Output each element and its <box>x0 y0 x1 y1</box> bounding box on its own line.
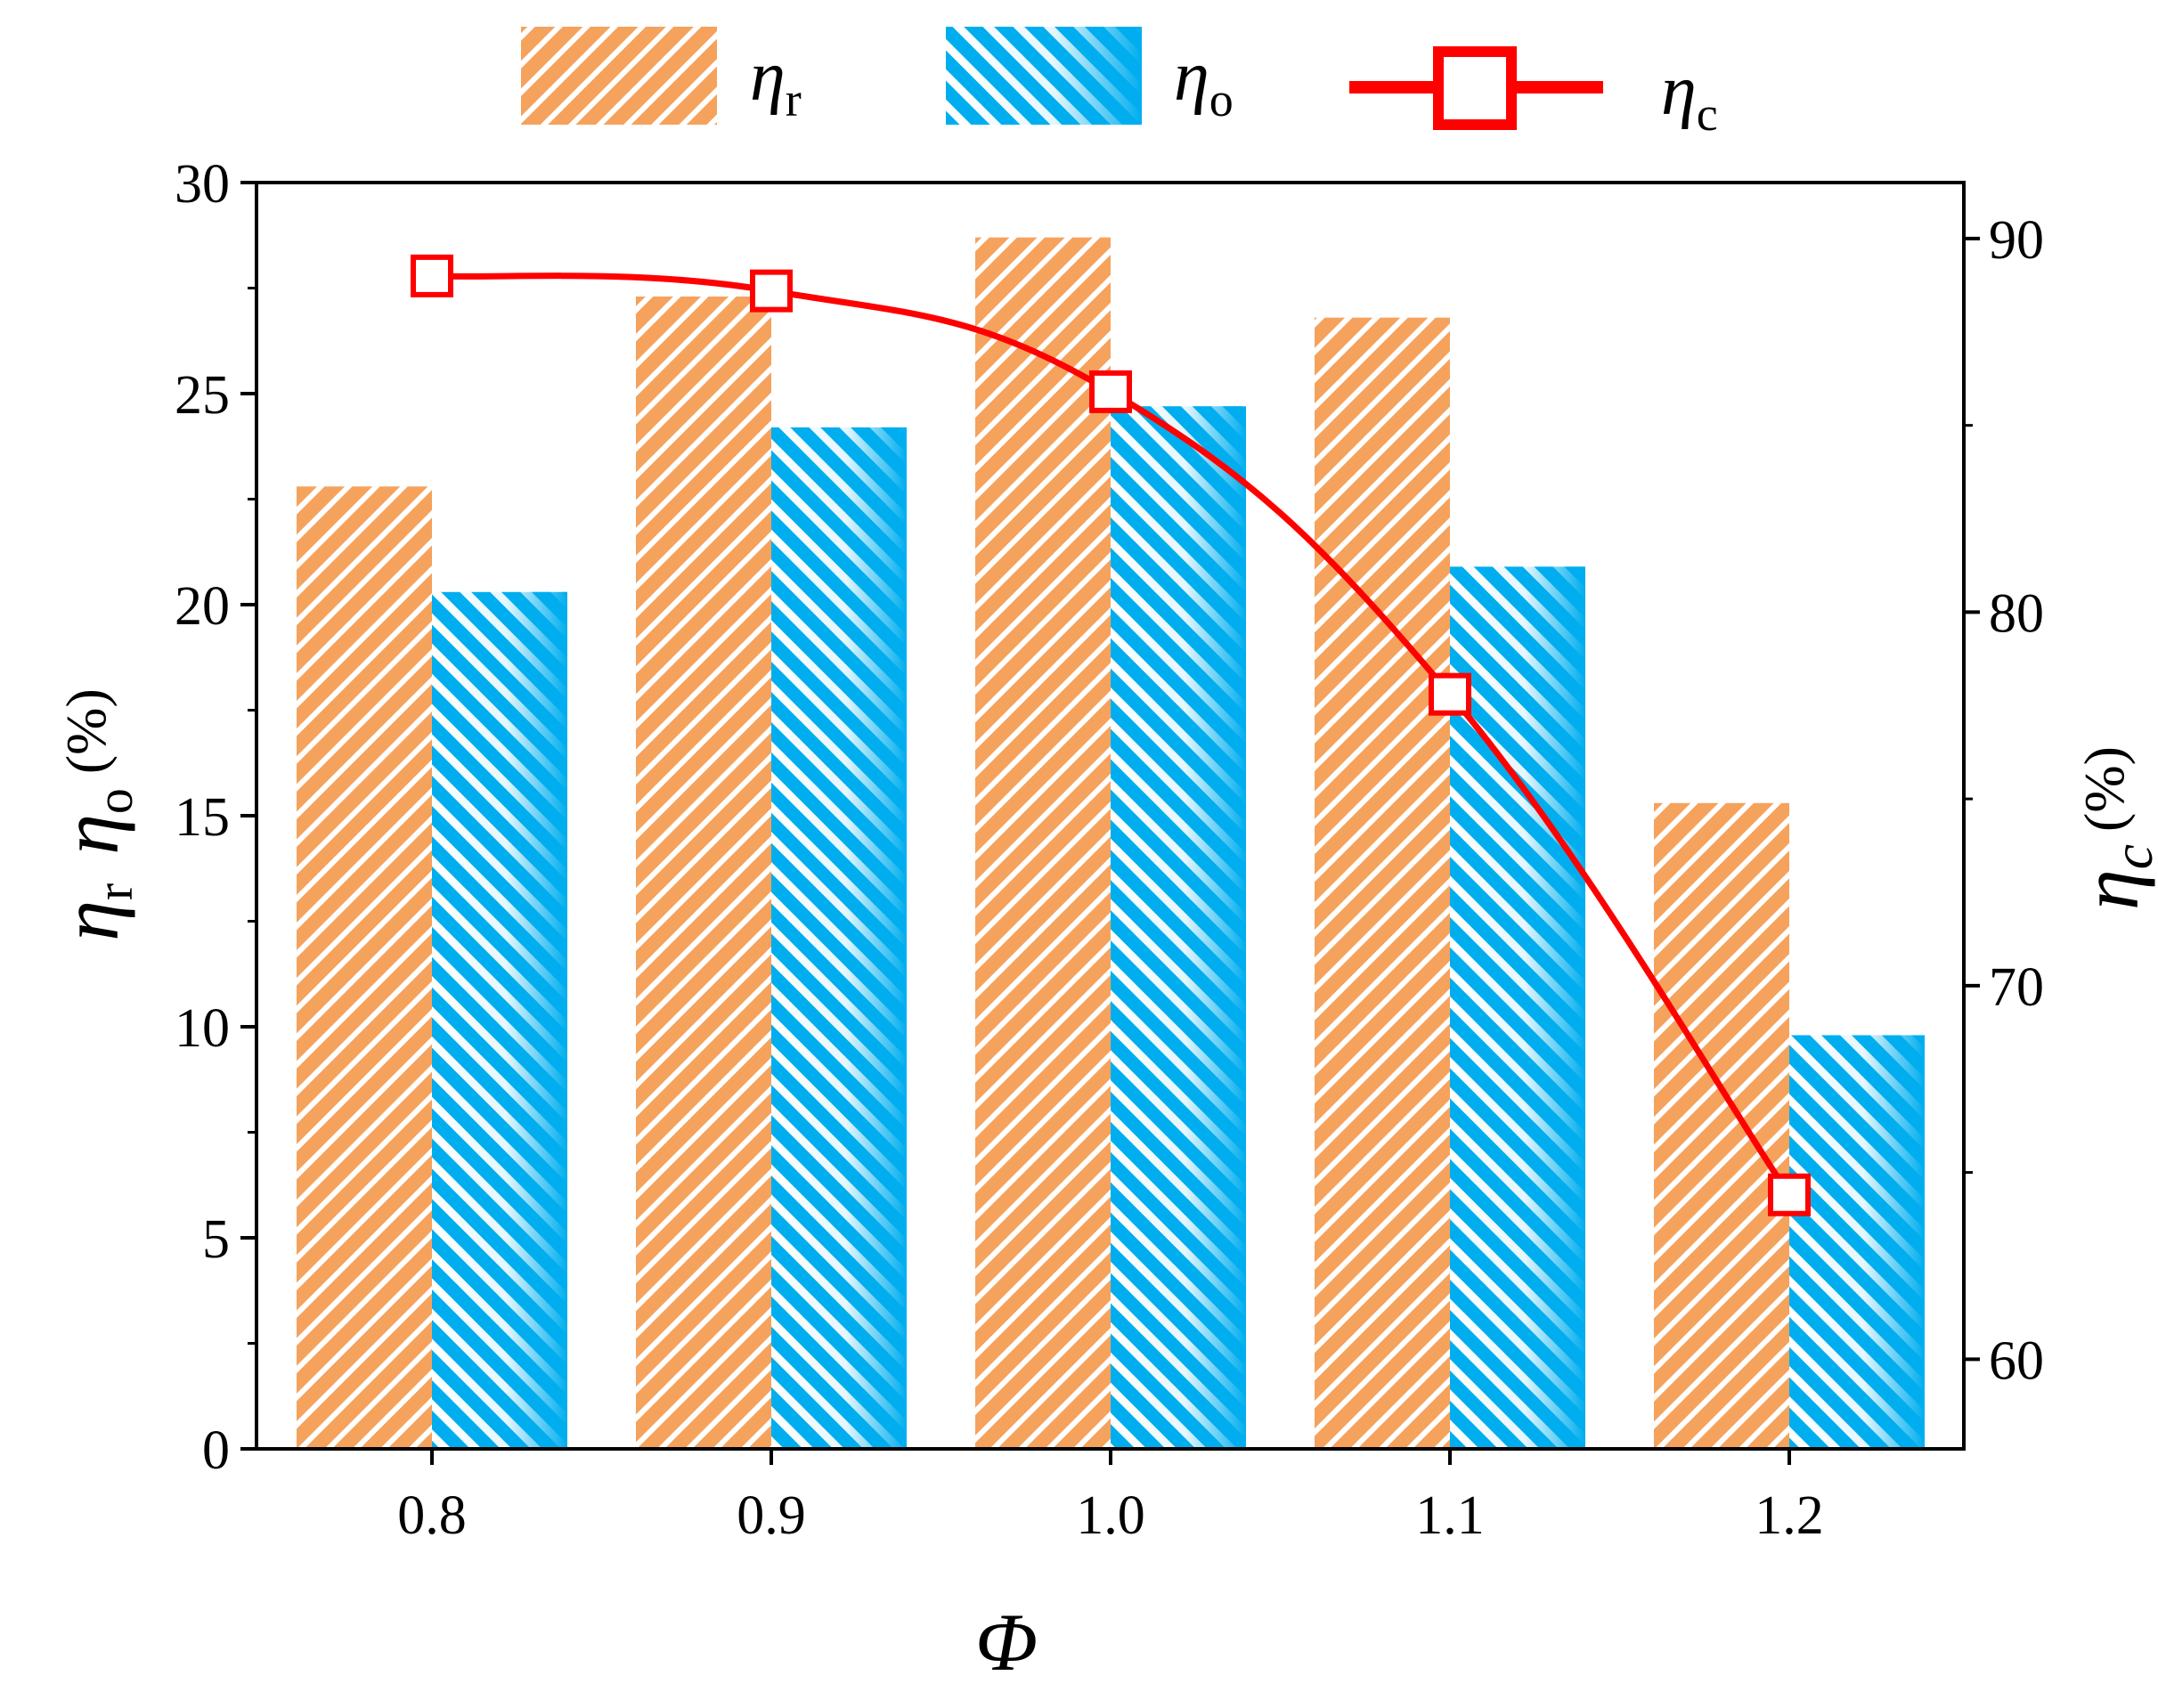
bar-fade <box>432 591 567 1449</box>
x-tick-label: 0.9 <box>737 1485 806 1546</box>
marker-eta-c-0.8 <box>411 254 453 297</box>
y-left-axis-title-text: ηrηo(%) <box>45 688 143 941</box>
line-eta-c <box>431 272 1792 1197</box>
y-left-axis-title: ηrηo(%) <box>45 688 143 941</box>
bar-eta-r-1.1 <box>1315 317 1450 1450</box>
x-tick-label: 1.2 <box>1755 1485 1824 1546</box>
axes-layer: 0 5 10 15 20 25 30 60 70 80 90 0.8 0.9 1.0 1.1 1.2 <box>175 154 2044 1546</box>
bar-fade <box>771 427 907 1449</box>
bar-fade <box>1111 406 1246 1450</box>
y-left-sub-r: r <box>86 883 143 900</box>
marker-eta-c-1.0 <box>1089 370 1132 413</box>
bar-eta-r-1.0 <box>975 237 1111 1449</box>
bar-eta-o-1.2 <box>1789 1035 1925 1449</box>
legend-symbol-eta-c: η <box>1661 52 1697 130</box>
y-right-tick-label: 80 <box>1989 583 2044 644</box>
bars-layer <box>297 237 1925 1450</box>
bar-fill <box>636 296 771 1450</box>
y-right-unit: (%) <box>2072 746 2136 832</box>
y-left-tick-label: 0 <box>202 1420 230 1481</box>
bar-eta-r-0.8 <box>297 486 432 1449</box>
y-right-tick-label: 60 <box>1989 1330 2044 1391</box>
y-left-unit: (%) <box>54 688 118 774</box>
y-left-tick-label: 30 <box>175 154 230 215</box>
y-right-symbol: η <box>2064 869 2155 910</box>
line-layer <box>411 254 1811 1216</box>
legend-subscript-eta-c: c <box>1697 87 1718 141</box>
bar-eta-o-1.0 <box>1111 406 1246 1450</box>
y-left-tick-label: 15 <box>175 787 230 848</box>
legend-item-eta-o: ηo <box>946 27 1234 126</box>
x-tick-label: 1.0 <box>1076 1485 1145 1546</box>
y-left-symbol-r: η <box>45 900 135 941</box>
bar-fade <box>1789 1035 1925 1449</box>
legend: ηr ηo ηc <box>521 27 1718 141</box>
bar-fill <box>975 237 1111 1449</box>
bar-fill <box>297 486 432 1449</box>
legend-swatch-eta-r <box>521 27 717 125</box>
legend-label-eta-r: ηr <box>750 37 802 126</box>
bar-eta-r-0.9 <box>636 296 771 1450</box>
marker-eta-c-1.1 <box>1429 672 1471 716</box>
y-right-tick-label: 70 <box>1989 957 2044 1018</box>
y-right-axis-title-text: ηc (%) <box>2064 746 2158 910</box>
bar-eta-o-0.8 <box>432 591 567 1449</box>
y-left-symbol-o: η <box>45 814 135 855</box>
bar-eta-o-1.1 <box>1450 566 1585 1449</box>
bar-eta-o-0.9 <box>771 427 907 1449</box>
x-tick-label: 1.1 <box>1415 1485 1485 1546</box>
y-right-tick-label: 90 <box>1989 210 2044 271</box>
bar-eta-r-1.2 <box>1654 802 1789 1449</box>
marker-eta-c-1.2 <box>1768 1173 1811 1216</box>
legend-symbol-eta-o: η <box>1174 37 1209 116</box>
x-axis-title: Φ <box>975 1597 1038 1688</box>
legend-symbol-eta-r: η <box>750 37 786 116</box>
legend-label-eta-o: ηo <box>1174 37 1234 126</box>
legend-item-eta-c: ηc <box>1349 46 1718 141</box>
legend-subscript-eta-o: o <box>1209 73 1234 126</box>
legend-subscript-eta-r: r <box>786 73 802 126</box>
legend-label-eta-c: ηc <box>1661 52 1718 141</box>
y-left-tick-label: 20 <box>175 576 230 637</box>
marker-eta-c-0.9 <box>750 269 793 313</box>
y-left-tick-label: 10 <box>175 998 230 1059</box>
bar-fill <box>1654 802 1789 1449</box>
bar-fill <box>1315 317 1450 1450</box>
y-right-sub: c <box>2101 844 2158 869</box>
y-left-sub-o: o <box>86 788 143 814</box>
bar-fade <box>1450 566 1585 1449</box>
legend-swatch-eta-o-fade <box>946 27 1142 125</box>
y-left-tick-label: 5 <box>202 1209 230 1270</box>
legend-item-eta-r: ηr <box>521 27 802 126</box>
y-right-axis-title: ηc (%) <box>2064 746 2158 910</box>
legend-marker-eta-c <box>1433 46 1517 130</box>
y-left-tick-label: 25 <box>175 365 230 426</box>
x-tick-label: 0.8 <box>397 1485 467 1546</box>
